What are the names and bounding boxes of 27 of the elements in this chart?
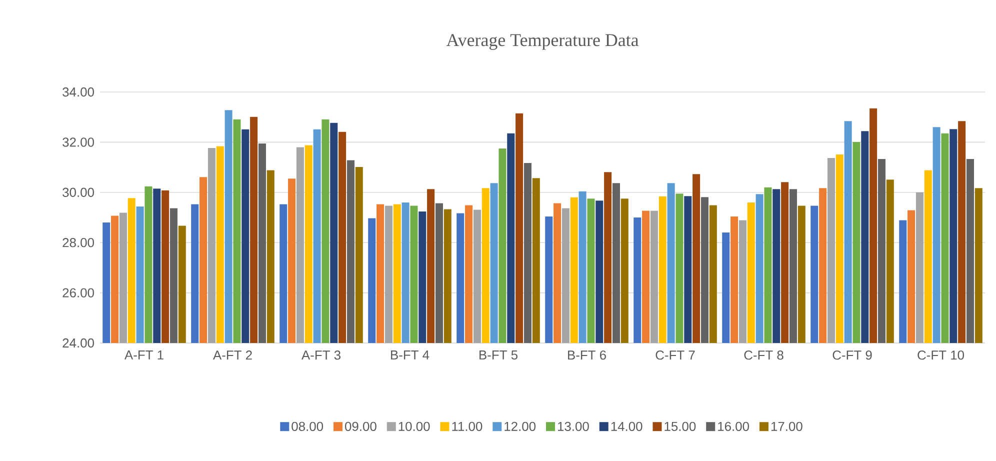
legend-label: 15.00 bbox=[664, 422, 696, 431]
legend-label: 13.00 bbox=[558, 422, 589, 431]
legend-label: 08.00 bbox=[292, 422, 324, 431]
x-tick-label: C-FT 9 bbox=[832, 350, 872, 360]
y-tick-label: 30.00 bbox=[62, 188, 94, 197]
legend-label: 11.00 bbox=[452, 422, 482, 431]
legend-label: 09.00 bbox=[345, 422, 376, 431]
legend-label: 10.00 bbox=[398, 422, 430, 431]
y-tick-label: 28.00 bbox=[62, 238, 94, 248]
chart-title: Average Temperature Data bbox=[446, 34, 639, 50]
y-tick-label: 32.00 bbox=[62, 138, 94, 147]
legend-label: 12.00 bbox=[504, 422, 536, 431]
x-tick-label: A-FT 1 bbox=[124, 350, 164, 360]
x-tick-label: C-FT 7 bbox=[656, 350, 695, 360]
y-tick-label: 26.00 bbox=[62, 288, 94, 298]
y-tick-label: 34.00 bbox=[62, 87, 94, 97]
x-tick-label: A-FT 3 bbox=[302, 350, 340, 360]
x-tick-label: C-FT 8 bbox=[744, 350, 784, 360]
x-tick-label: A-FT 2 bbox=[212, 350, 252, 360]
x-tick-label: B-FT 4 bbox=[391, 350, 430, 360]
x-tick-label: C-FT 10 bbox=[918, 350, 964, 360]
x-tick-label: B-FT 6 bbox=[568, 350, 606, 360]
y-tick-label: 24.00 bbox=[62, 338, 94, 348]
legend-label: 14.00 bbox=[611, 422, 642, 431]
x-tick-label: B-FT 5 bbox=[480, 350, 518, 360]
legend-label: 17.00 bbox=[771, 422, 802, 431]
legend-label: 16.00 bbox=[718, 422, 750, 431]
